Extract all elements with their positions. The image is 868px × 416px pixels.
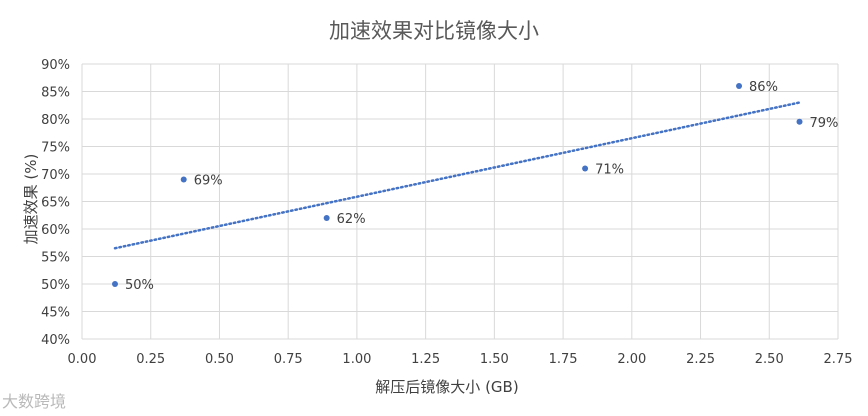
y-tick-label: 75% (41, 141, 70, 156)
x-tick-label: 1.00 (342, 352, 371, 367)
y-tick-label: 90% (41, 58, 70, 73)
y-axis-label: 加速效果 (%) (22, 154, 40, 245)
y-tick-label: 80% (41, 113, 70, 128)
watermark: 大数跨境 (2, 392, 67, 411)
data-label: 62% (337, 212, 366, 227)
x-tick-label: 1.75 (549, 352, 578, 367)
x-axis-tick-labels: 0.00 0.25 0.50 0.75 1.00 1.25 1.50 1.75 2.00 2.25… (68, 352, 853, 367)
y-tick-label: 85% (41, 86, 70, 101)
data-label: 79% (810, 116, 839, 131)
x-tick-label: 0.50 (205, 352, 234, 367)
gridlines (81, 63, 839, 340)
trendline (113, 101, 801, 250)
data-label: 69% (194, 174, 223, 189)
x-tick-label: 0.25 (136, 352, 165, 367)
y-tick-label: 60% (41, 223, 70, 238)
x-tick-label: 1.50 (480, 352, 509, 367)
data-points (111, 83, 803, 287)
chart-title: 加速效果对比镜像大小 (329, 19, 539, 43)
y-tick-label: 70% (41, 168, 70, 183)
data-point (582, 165, 589, 172)
x-tick-label: 0.75 (274, 352, 303, 367)
data-labels: 50% 69% 62% 71% 86% 79% (125, 80, 838, 293)
x-tick-label: 2.50 (755, 352, 784, 367)
y-axis-tick-labels: 40% 45% 50% 55% 60% 65% 70% 75% 80% 85% 90% (41, 58, 70, 348)
data-label: 71% (595, 163, 624, 178)
data-point (180, 176, 187, 183)
data-point (323, 215, 330, 221)
y-tick-label: 55% (41, 251, 70, 266)
y-tick-label: 45% (41, 306, 70, 321)
x-tick-label: 2.75 (824, 352, 853, 367)
data-label: 50% (125, 278, 154, 293)
y-tick-label: 50% (41, 278, 70, 293)
x-tick-label: 2.25 (686, 352, 715, 367)
data-point (796, 118, 803, 125)
y-tick-label: 65% (41, 196, 70, 211)
data-point (736, 83, 743, 89)
x-tick-label: 0.00 (68, 352, 97, 367)
data-label: 86% (749, 80, 778, 95)
trendline-path (113, 101, 801, 250)
x-axis-label: 解压后镜像大小 (GB) (375, 378, 518, 396)
x-tick-label: 1.25 (411, 352, 440, 367)
data-point (111, 281, 118, 287)
x-tick-label: 2.00 (617, 352, 646, 367)
y-tick-label: 40% (41, 333, 70, 348)
